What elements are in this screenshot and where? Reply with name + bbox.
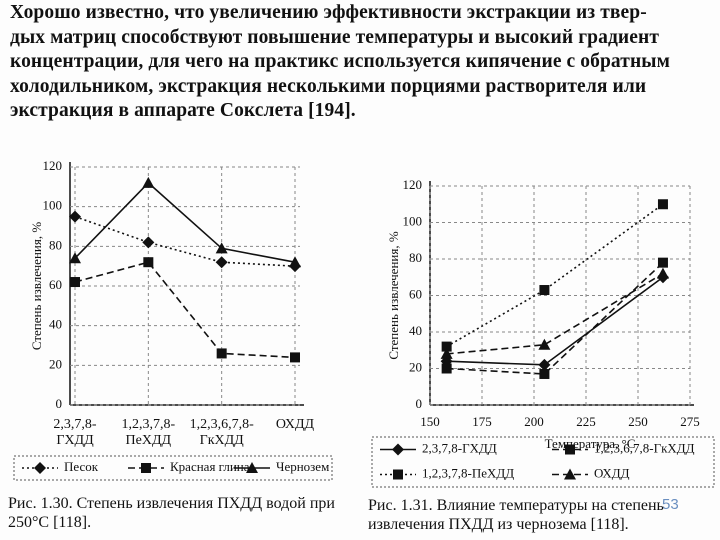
series-line	[446, 276, 664, 366]
marker	[141, 463, 151, 473]
marker	[215, 256, 228, 269]
marker	[69, 252, 81, 264]
marker	[539, 285, 550, 296]
y-tick-label: 120	[403, 177, 423, 192]
y-tick-label: 20	[409, 359, 422, 374]
marker	[69, 210, 81, 223]
legend-label: 1,2,3,6,7,8-ГкХДД	[594, 440, 695, 455]
x-tick-label: 1,2,3,7,8-ПеХДД	[121, 417, 176, 448]
legend-label: ОХДД	[594, 465, 630, 480]
marker	[440, 347, 453, 359]
y-tick-label: 40	[49, 317, 62, 332]
marker	[393, 469, 403, 480]
y-tick-label: 100	[403, 213, 423, 228]
text-line: экстракция в аппарате Сокслета [194].	[10, 100, 356, 121]
y-tick-label: 60	[49, 277, 62, 292]
x-tick-label: 250	[628, 414, 648, 429]
marker	[441, 341, 452, 352]
x-tick-label: 2,3,7,8-ГХДД	[53, 417, 97, 448]
x-tick-label: 150	[420, 414, 440, 429]
legend-label: Песок	[64, 459, 99, 474]
series-line	[74, 181, 296, 263]
y-axis-label: Степень извлечения, %	[386, 231, 401, 360]
legend-label: 2,3,7,8-ГХДД	[422, 440, 497, 455]
series-line	[446, 203, 664, 348]
y-axis-label: Степень извлечения, %	[29, 222, 44, 351]
text-line: дых матриц способствуют повышение темпер…	[10, 26, 660, 48]
marker	[216, 348, 227, 359]
marker	[657, 199, 668, 210]
legend-label: 1,2,3,7,8-ПеХДД	[422, 465, 514, 480]
marker	[290, 352, 300, 363]
y-tick-label: 120	[43, 158, 63, 173]
x-tick-label: 1,2,3,6,7,8-ГкХДД	[189, 417, 254, 448]
y-tick-label: 60	[409, 286, 422, 301]
marker	[289, 256, 301, 268]
y-tick-label: 100	[43, 198, 63, 213]
figure-caption: Рис. 1.31. Влияние температуры на степен…	[368, 497, 664, 533]
series-line	[74, 215, 296, 267]
x-tick-label: 275	[680, 414, 700, 429]
marker	[441, 363, 452, 374]
marker	[539, 368, 550, 379]
text-line: холодильником, экстракция несколькими по…	[10, 75, 647, 97]
marker	[564, 468, 576, 480]
text-line: концентрации, для чего на практикс испол…	[10, 51, 671, 72]
series-line	[446, 272, 664, 355]
y-tick-label: 20	[49, 356, 62, 371]
marker	[215, 242, 228, 254]
marker	[143, 257, 154, 268]
marker	[538, 338, 551, 350]
marker	[656, 267, 669, 279]
marker	[657, 257, 668, 268]
marker	[34, 462, 46, 474]
legend-label: Красная глина	[170, 459, 250, 474]
x-tick-label: 200	[524, 414, 544, 429]
marker	[142, 176, 155, 188]
y-tick-label: 0	[416, 396, 423, 411]
marker	[538, 358, 551, 371]
marker	[70, 277, 80, 288]
series-line	[74, 261, 296, 359]
y-tick-label: 40	[409, 323, 422, 338]
legend-label: Чернозем	[276, 459, 329, 474]
y-tick-label: 80	[409, 250, 422, 265]
x-tick-label: 175	[472, 414, 492, 429]
x-tick-label: 225	[576, 414, 596, 429]
legend-box	[13, 455, 333, 481]
x-tick-label: ОХДД	[275, 417, 315, 432]
y-tick-label: 0	[56, 396, 63, 411]
text-line: Хорошо известно, что увеличению эффектив…	[10, 2, 647, 23]
figure-caption: Рис. 1.30. Степень извлечения ПХДД водой…	[8, 495, 335, 531]
marker	[246, 462, 258, 473]
y-tick-label: 80	[49, 237, 62, 252]
marker	[565, 444, 575, 455]
marker	[392, 443, 404, 456]
marker	[142, 236, 155, 249]
page-number: 53	[662, 496, 679, 513]
